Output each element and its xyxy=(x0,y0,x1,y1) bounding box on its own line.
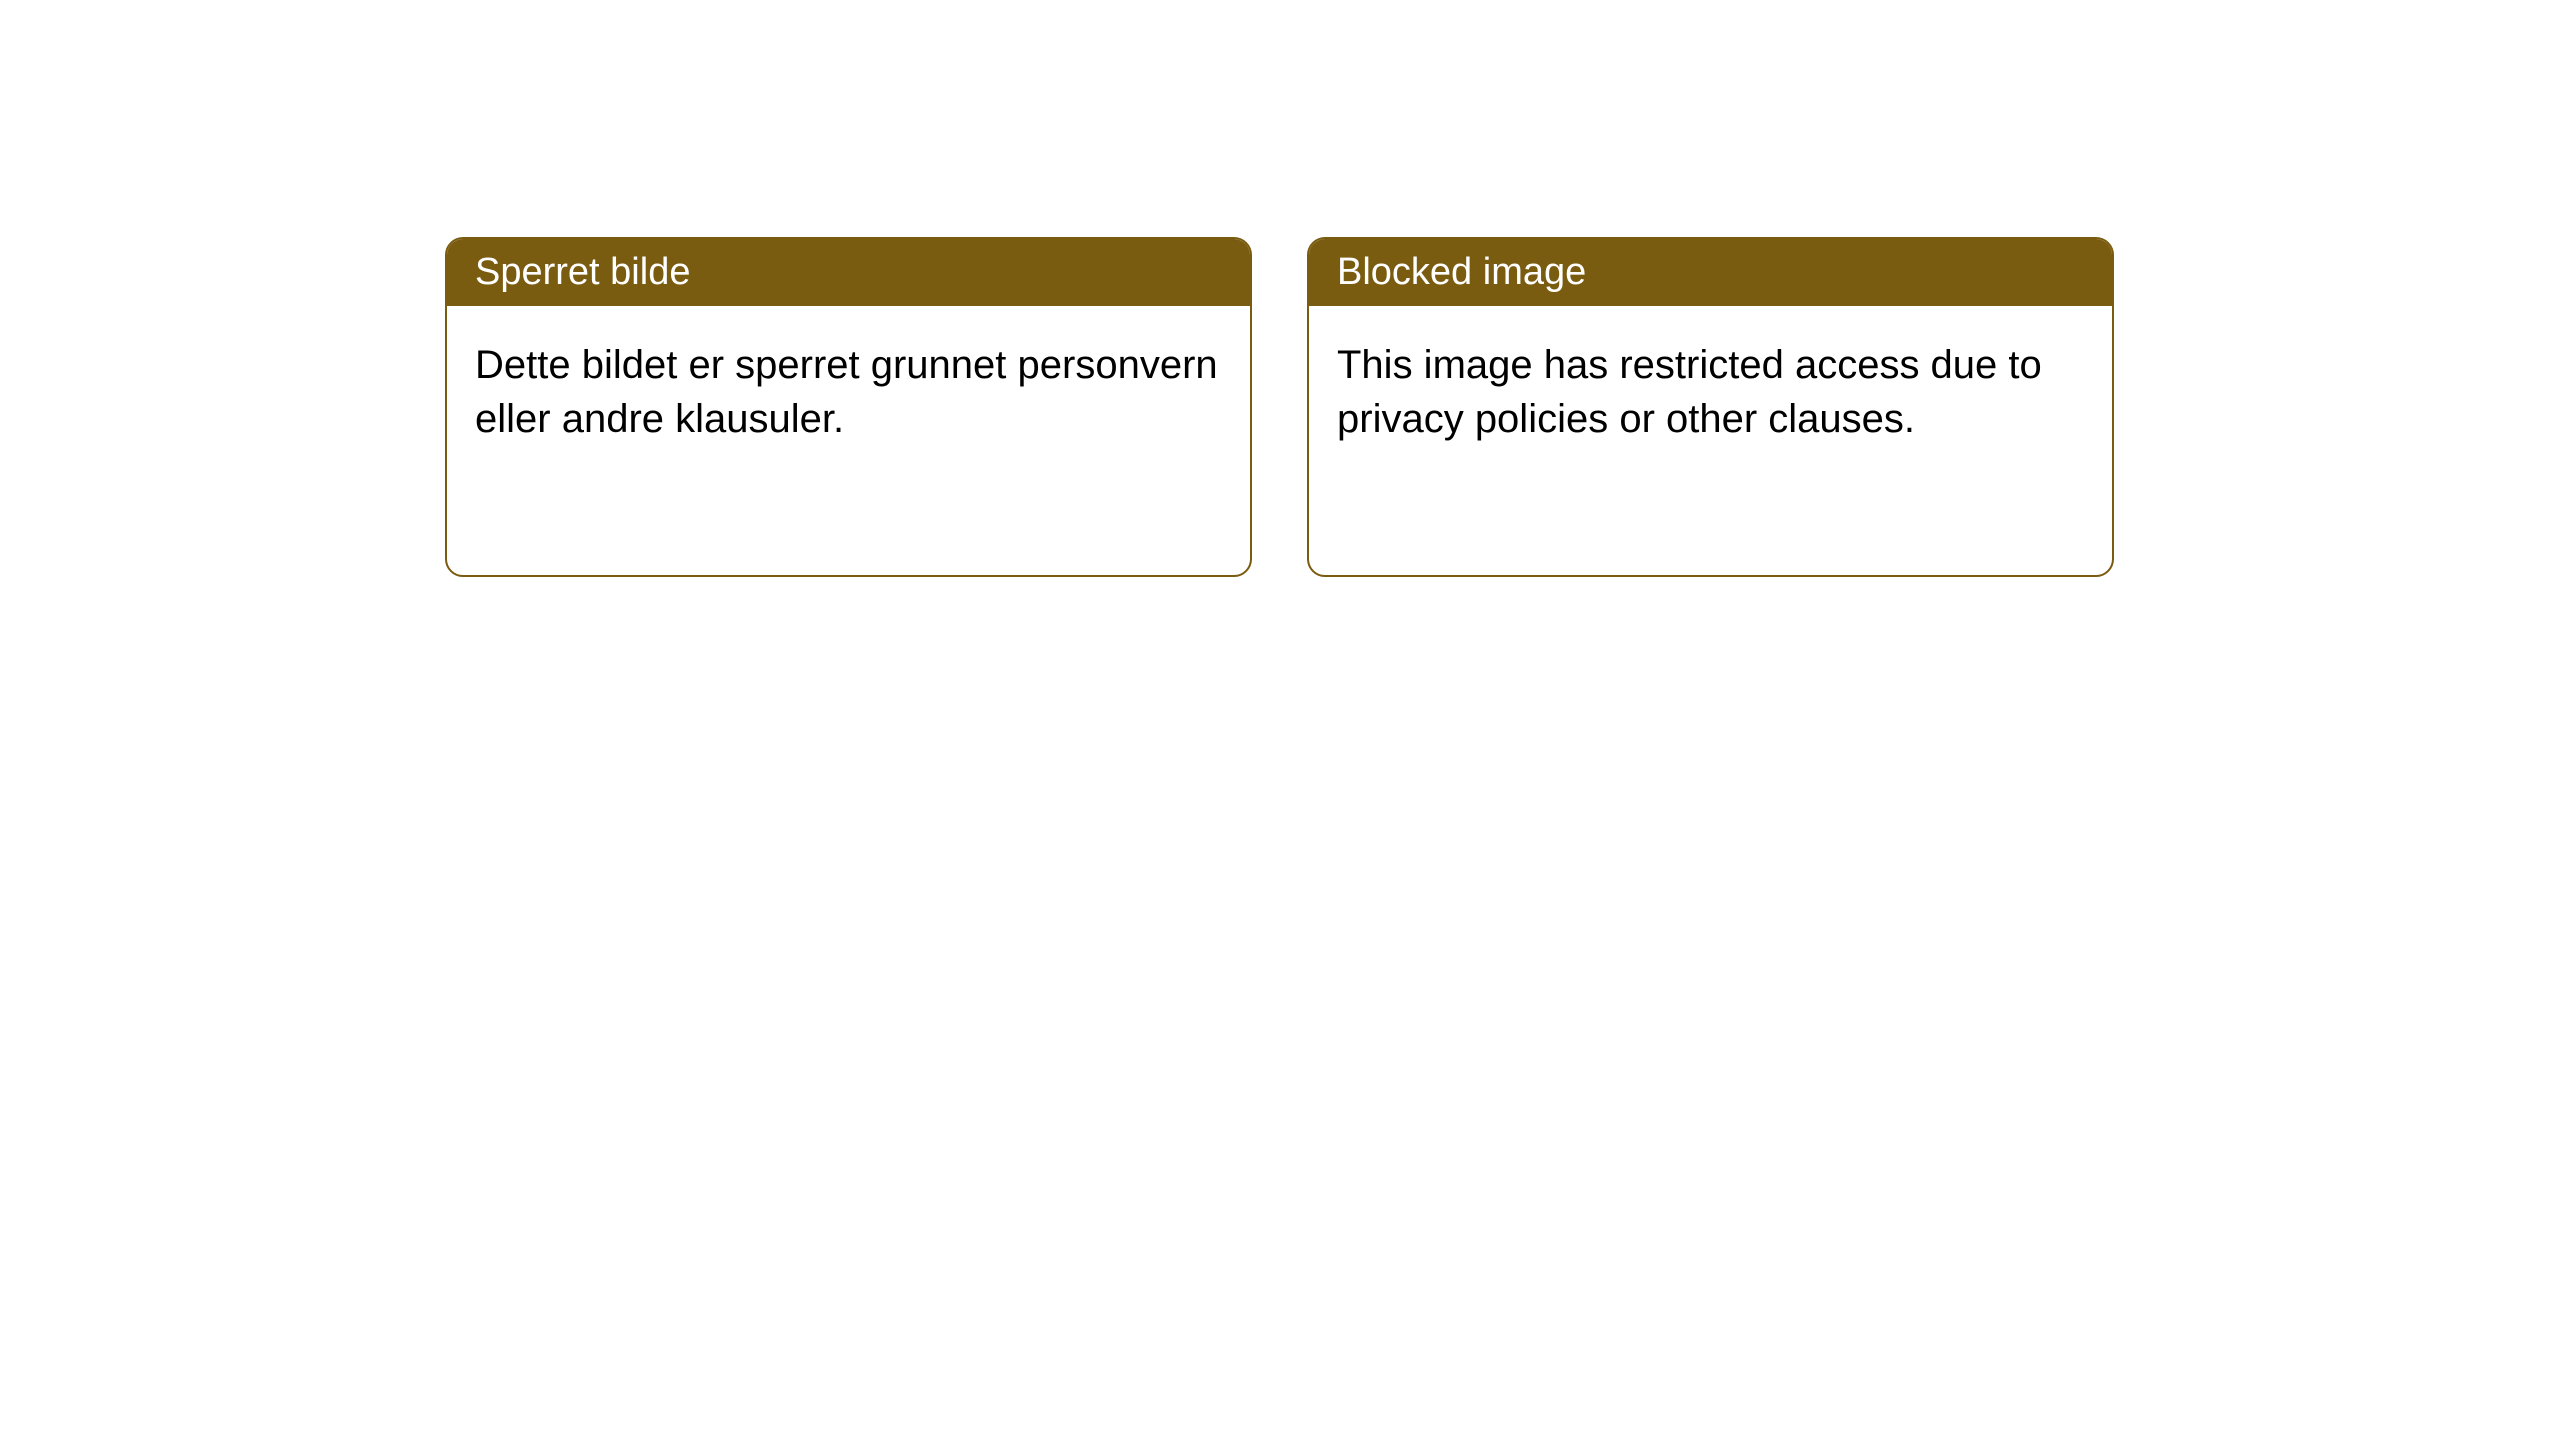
card-body-norwegian: Dette bildet er sperret grunnet personve… xyxy=(447,306,1250,478)
notice-card-norwegian: Sperret bilde Dette bildet er sperret gr… xyxy=(445,237,1252,577)
card-body-english: This image has restricted access due to … xyxy=(1309,306,2112,478)
notice-card-english: Blocked image This image has restricted … xyxy=(1307,237,2114,577)
notice-cards-container: Sperret bilde Dette bildet er sperret gr… xyxy=(445,237,2114,577)
card-header-english: Blocked image xyxy=(1309,239,2112,306)
card-header-norwegian: Sperret bilde xyxy=(447,239,1250,306)
